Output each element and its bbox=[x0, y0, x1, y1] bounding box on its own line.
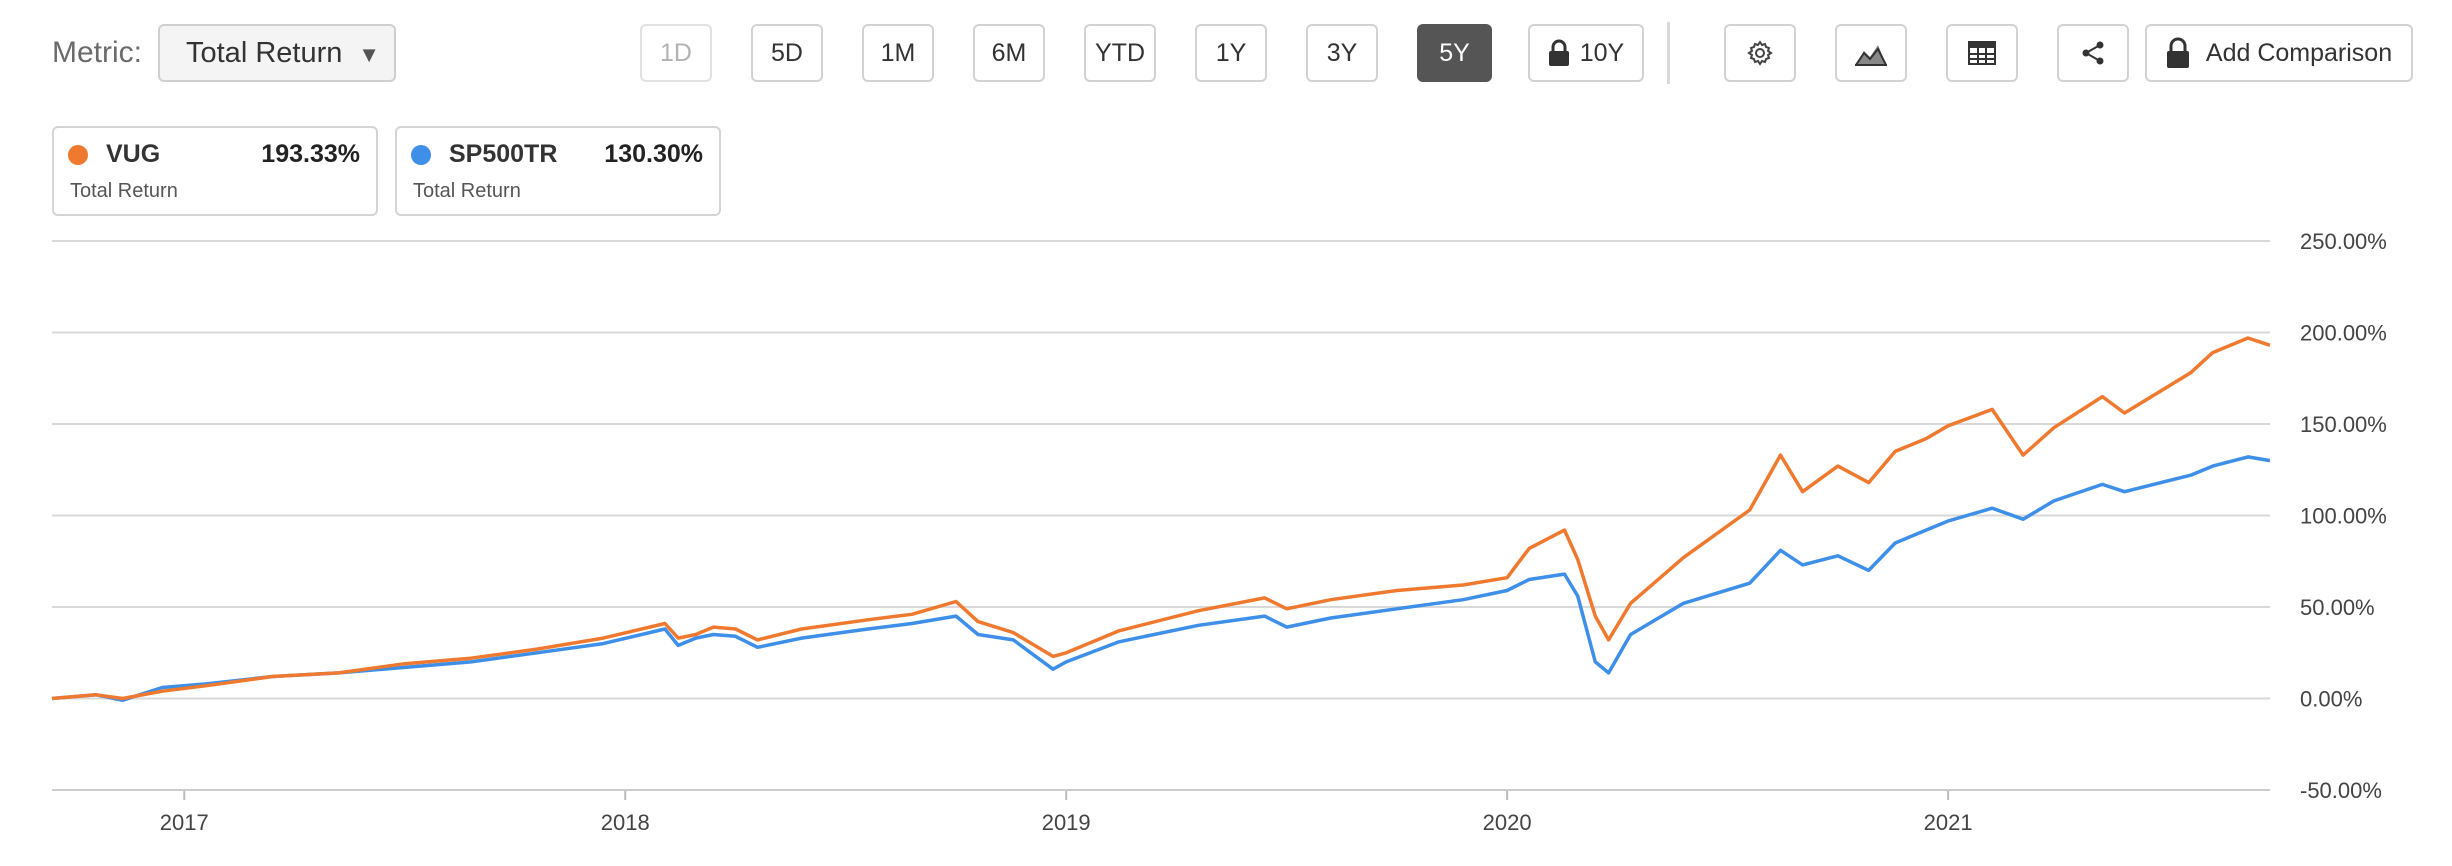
range-label: 1M bbox=[880, 38, 916, 67]
range-button-3y[interactable]: 3Y bbox=[1306, 24, 1378, 82]
range-label: 5Y bbox=[1439, 38, 1470, 67]
x-tick-label: 2017 bbox=[160, 810, 209, 835]
x-tick-label: 2021 bbox=[1924, 810, 1973, 835]
y-tick-label: -50.00% bbox=[2300, 778, 2382, 803]
x-tick-label: 2020 bbox=[1483, 810, 1532, 835]
legend-card-sp500tr[interactable]: SP500TR 130.30% Total Return bbox=[395, 126, 721, 216]
legend-symbol: SP500TR bbox=[449, 140, 558, 168]
chart-type-icon bbox=[1855, 45, 1887, 66]
x-tick-label: 2018 bbox=[601, 810, 650, 835]
range-button-6m[interactable]: 6M bbox=[973, 24, 1045, 82]
range-button-1d[interactable]: 1D bbox=[640, 24, 712, 82]
legend-value: 193.33% bbox=[261, 140, 360, 168]
metric-label: Metric: bbox=[52, 36, 142, 69]
dropdown-arrow-icon: ▼ bbox=[358, 42, 380, 67]
y-tick-label: 0.00% bbox=[2300, 687, 2362, 712]
range-label: 3Y bbox=[1326, 38, 1358, 67]
y-tick-label: 200.00% bbox=[2300, 321, 2387, 346]
range-label: 1Y bbox=[1215, 38, 1247, 67]
range-button-5d[interactable]: 5D bbox=[751, 24, 823, 82]
range-button-10y[interactable]: 10Y bbox=[1528, 24, 1644, 82]
series-color-dot bbox=[68, 145, 88, 165]
toolbar-divider bbox=[1667, 22, 1670, 84]
lock-icon bbox=[1548, 39, 1569, 66]
series-color-dot bbox=[411, 145, 431, 165]
table-view-button[interactable] bbox=[1946, 24, 2018, 82]
legend-metric: Total Return bbox=[413, 180, 521, 202]
chart-type-button[interactable] bbox=[1835, 24, 1907, 82]
legend-metric: Total Return bbox=[70, 180, 178, 202]
legend-value: 130.30% bbox=[604, 140, 703, 168]
add-comparison-button[interactable]: Add Comparison bbox=[2145, 24, 2413, 82]
share-icon bbox=[2082, 41, 2104, 65]
share-button[interactable] bbox=[2057, 24, 2129, 82]
range-label: YTD bbox=[1095, 38, 1145, 67]
series-line-sp500tr[interactable] bbox=[51, 455, 2271, 703]
legend-symbol: VUG bbox=[106, 140, 161, 168]
range-label: 1D bbox=[660, 38, 692, 67]
y-tick-label: 100.00% bbox=[2300, 504, 2387, 529]
settings-button[interactable] bbox=[1724, 24, 1796, 82]
range-label: 6M bbox=[991, 38, 1027, 67]
y-tick-label: 50.00% bbox=[2300, 595, 2375, 620]
table-icon bbox=[1968, 41, 1996, 65]
range-label: 5D bbox=[771, 38, 803, 67]
x-tick-label: 2019 bbox=[1042, 810, 1091, 835]
y-tick-label: 250.00% bbox=[2300, 229, 2387, 254]
gear-icon bbox=[1747, 40, 1773, 66]
series-line-vug[interactable] bbox=[51, 336, 2271, 701]
range-button-ytd[interactable]: YTD bbox=[1084, 24, 1156, 82]
add-comparison-label: Add Comparison bbox=[2205, 38, 2393, 67]
range-button-1y[interactable]: 1Y bbox=[1195, 24, 1267, 82]
metric-select[interactable]: Total Return ▼ bbox=[158, 24, 396, 82]
lock-icon bbox=[2166, 37, 2189, 68]
range-button-5y[interactable]: 5Y bbox=[1417, 24, 1492, 82]
range-button-1m[interactable]: 1M bbox=[862, 24, 934, 82]
metric-select-value: Total Return bbox=[186, 36, 343, 69]
range-label: 10Y bbox=[1579, 38, 1625, 67]
y-tick-label: 150.00% bbox=[2300, 412, 2387, 437]
legend-card-vug[interactable]: VUG 193.33% Total Return bbox=[52, 126, 378, 216]
